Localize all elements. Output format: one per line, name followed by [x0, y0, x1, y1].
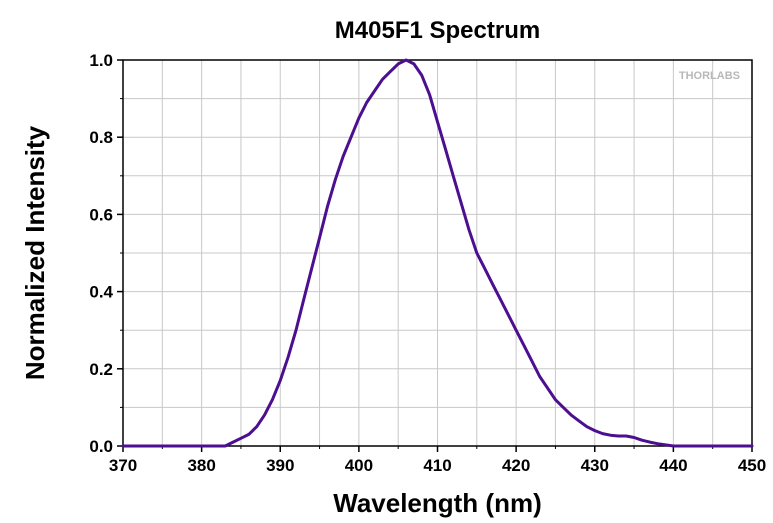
- x-tick-label: 380: [187, 456, 215, 475]
- x-tick-label: 430: [581, 456, 609, 475]
- spectrum-series-line: [121, 58, 754, 448]
- series-group: [121, 58, 754, 448]
- grid: [123, 60, 752, 446]
- y-axis-label: Normalized Intensity: [20, 125, 50, 380]
- x-tick-label: 440: [659, 456, 687, 475]
- x-tick-label: 450: [738, 456, 766, 475]
- axis-ticks: 370 380 390 400 410 420 430 440 450 0.0 0.2 0.4 0.6 0…: [89, 51, 766, 475]
- y-tick-label: 0.8: [89, 128, 113, 147]
- x-axis-label: Wavelength (nm): [333, 488, 541, 518]
- y-tick-label: 1.0: [89, 51, 113, 70]
- x-tick-label: 370: [109, 456, 137, 475]
- y-tick-label: 0.0: [89, 437, 113, 456]
- y-tick-label: 0.2: [89, 360, 113, 379]
- thorlabs-logo: THORLABS: [679, 70, 740, 82]
- y-tick-label: 0.6: [89, 205, 113, 224]
- x-tick-label: 420: [502, 456, 530, 475]
- x-tick-label: 400: [345, 456, 373, 475]
- x-tick-label: 390: [266, 456, 294, 475]
- y-tick-label: 0.4: [89, 283, 113, 302]
- x-tick-label: 410: [423, 456, 451, 475]
- chart-title: M405F1 Spectrum: [335, 17, 540, 44]
